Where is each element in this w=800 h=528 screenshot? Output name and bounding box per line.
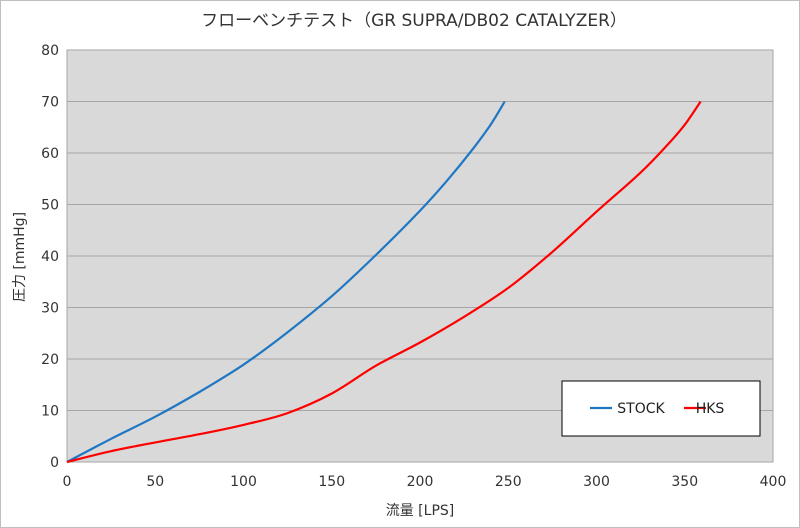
y-tick-label: 80 (41, 43, 59, 59)
legend-label-stock: STOCK (617, 401, 665, 417)
y-tick-label: 50 (41, 198, 59, 214)
legend: STOCK HKS (561, 380, 761, 437)
y-tick-label: 20 (41, 352, 59, 368)
x-tick-labels: 0 50 100 150 200 250 300 350 400 (63, 474, 787, 490)
x-tick-label: 400 (760, 474, 787, 490)
y-tick-labels: 0 10 20 30 40 50 60 70 80 (41, 43, 59, 471)
legend-label-hks: HKS (696, 401, 725, 417)
chart-title: フローベンチテスト（GR SUPRA/DB02 CATALYZER） (201, 11, 627, 31)
legend-box (561, 380, 761, 437)
y-tick-label: 10 (41, 404, 59, 420)
x-tick-label: 100 (230, 474, 257, 490)
x-axis-label: 流量 [LPS] (386, 503, 455, 519)
x-tick-label: 300 (583, 474, 610, 490)
x-tick-label: 50 (146, 474, 164, 490)
x-tick-label: 350 (671, 474, 698, 490)
series-lines (66, 100, 702, 464)
y-axis-label: 圧力 [mmHg] (12, 212, 28, 302)
x-tick-label: 0 (63, 474, 72, 490)
y-tick-label: 70 (41, 95, 59, 111)
y-tick-label: 40 (41, 249, 59, 265)
x-tick-label: 150 (318, 474, 345, 490)
series-line-hks (66, 100, 702, 464)
series-line-stock (66, 100, 506, 463)
y-tick-label: 60 (41, 146, 59, 162)
x-tick-label: 200 (407, 474, 434, 490)
gridlines (67, 49, 773, 411)
y-tick-label: 0 (50, 455, 59, 471)
y-tick-label: 30 (41, 301, 59, 317)
x-tick-label: 250 (495, 474, 522, 490)
